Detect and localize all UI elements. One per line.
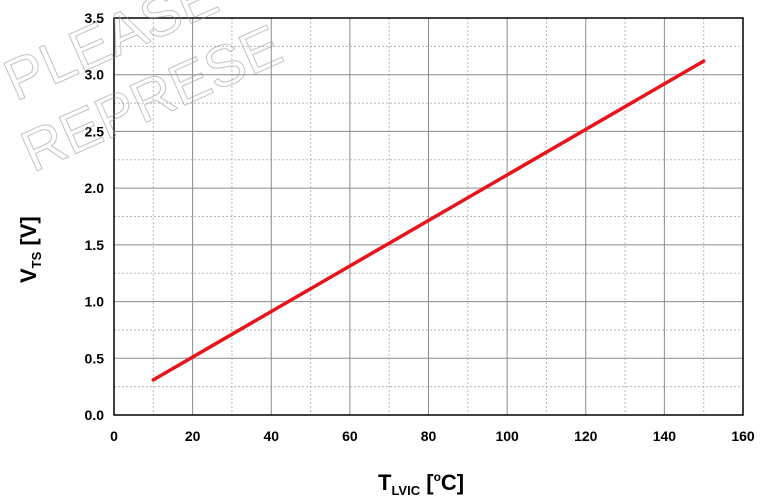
x-tick-label: 100 (495, 428, 519, 444)
x-tick-label: 140 (653, 428, 677, 444)
y-tick-label: 1.5 (85, 237, 105, 253)
x-tick-label: 160 (731, 428, 755, 444)
y-tick-label: 0.0 (85, 407, 105, 423)
x-tick-label: 80 (421, 428, 437, 444)
x-tick-label: 120 (574, 428, 598, 444)
y-tick-label: 0.5 (85, 350, 105, 366)
series-layer (151, 59, 706, 382)
x-axis-title-unit-open: [ (420, 470, 434, 495)
x-tick-label: 60 (342, 428, 358, 444)
y-axis-title: VTS [V] (16, 216, 44, 283)
y-tick-label: 3.5 (85, 10, 105, 26)
y-axis-title-unit: [V] (16, 216, 41, 251)
x-tick-labels: 0 20 40 60 80 100 120 140 160 (110, 428, 755, 444)
y-tick-label: 2.5 (85, 123, 105, 139)
x-axis-title-subscript: LVIC (391, 483, 420, 498)
y-tick-label: 1.0 (85, 294, 105, 310)
y-tick-labels: 0.0 0.5 1.0 1.5 2.0 2.5 3.0 3.5 (85, 10, 105, 423)
minor-grid (114, 18, 743, 415)
y-axis-title-subscript: TS (29, 251, 44, 268)
y-axis-title-main: V (16, 268, 41, 283)
x-axis-title-unit-close: C] (441, 470, 464, 495)
x-tick-label: 40 (263, 428, 279, 444)
plot-frame (113, 17, 744, 416)
x-tick-label: 0 (110, 428, 118, 444)
y-tick-label: 3.0 (85, 67, 105, 83)
x-axis-title: TLVIC [oC] (378, 470, 464, 498)
x-axis-title-degree: o (434, 470, 441, 484)
series-line (151, 59, 706, 382)
x-axis-title-main: T (378, 470, 392, 495)
x-tick-label: 20 (185, 428, 201, 444)
y-tick-label: 2.0 (85, 180, 105, 196)
